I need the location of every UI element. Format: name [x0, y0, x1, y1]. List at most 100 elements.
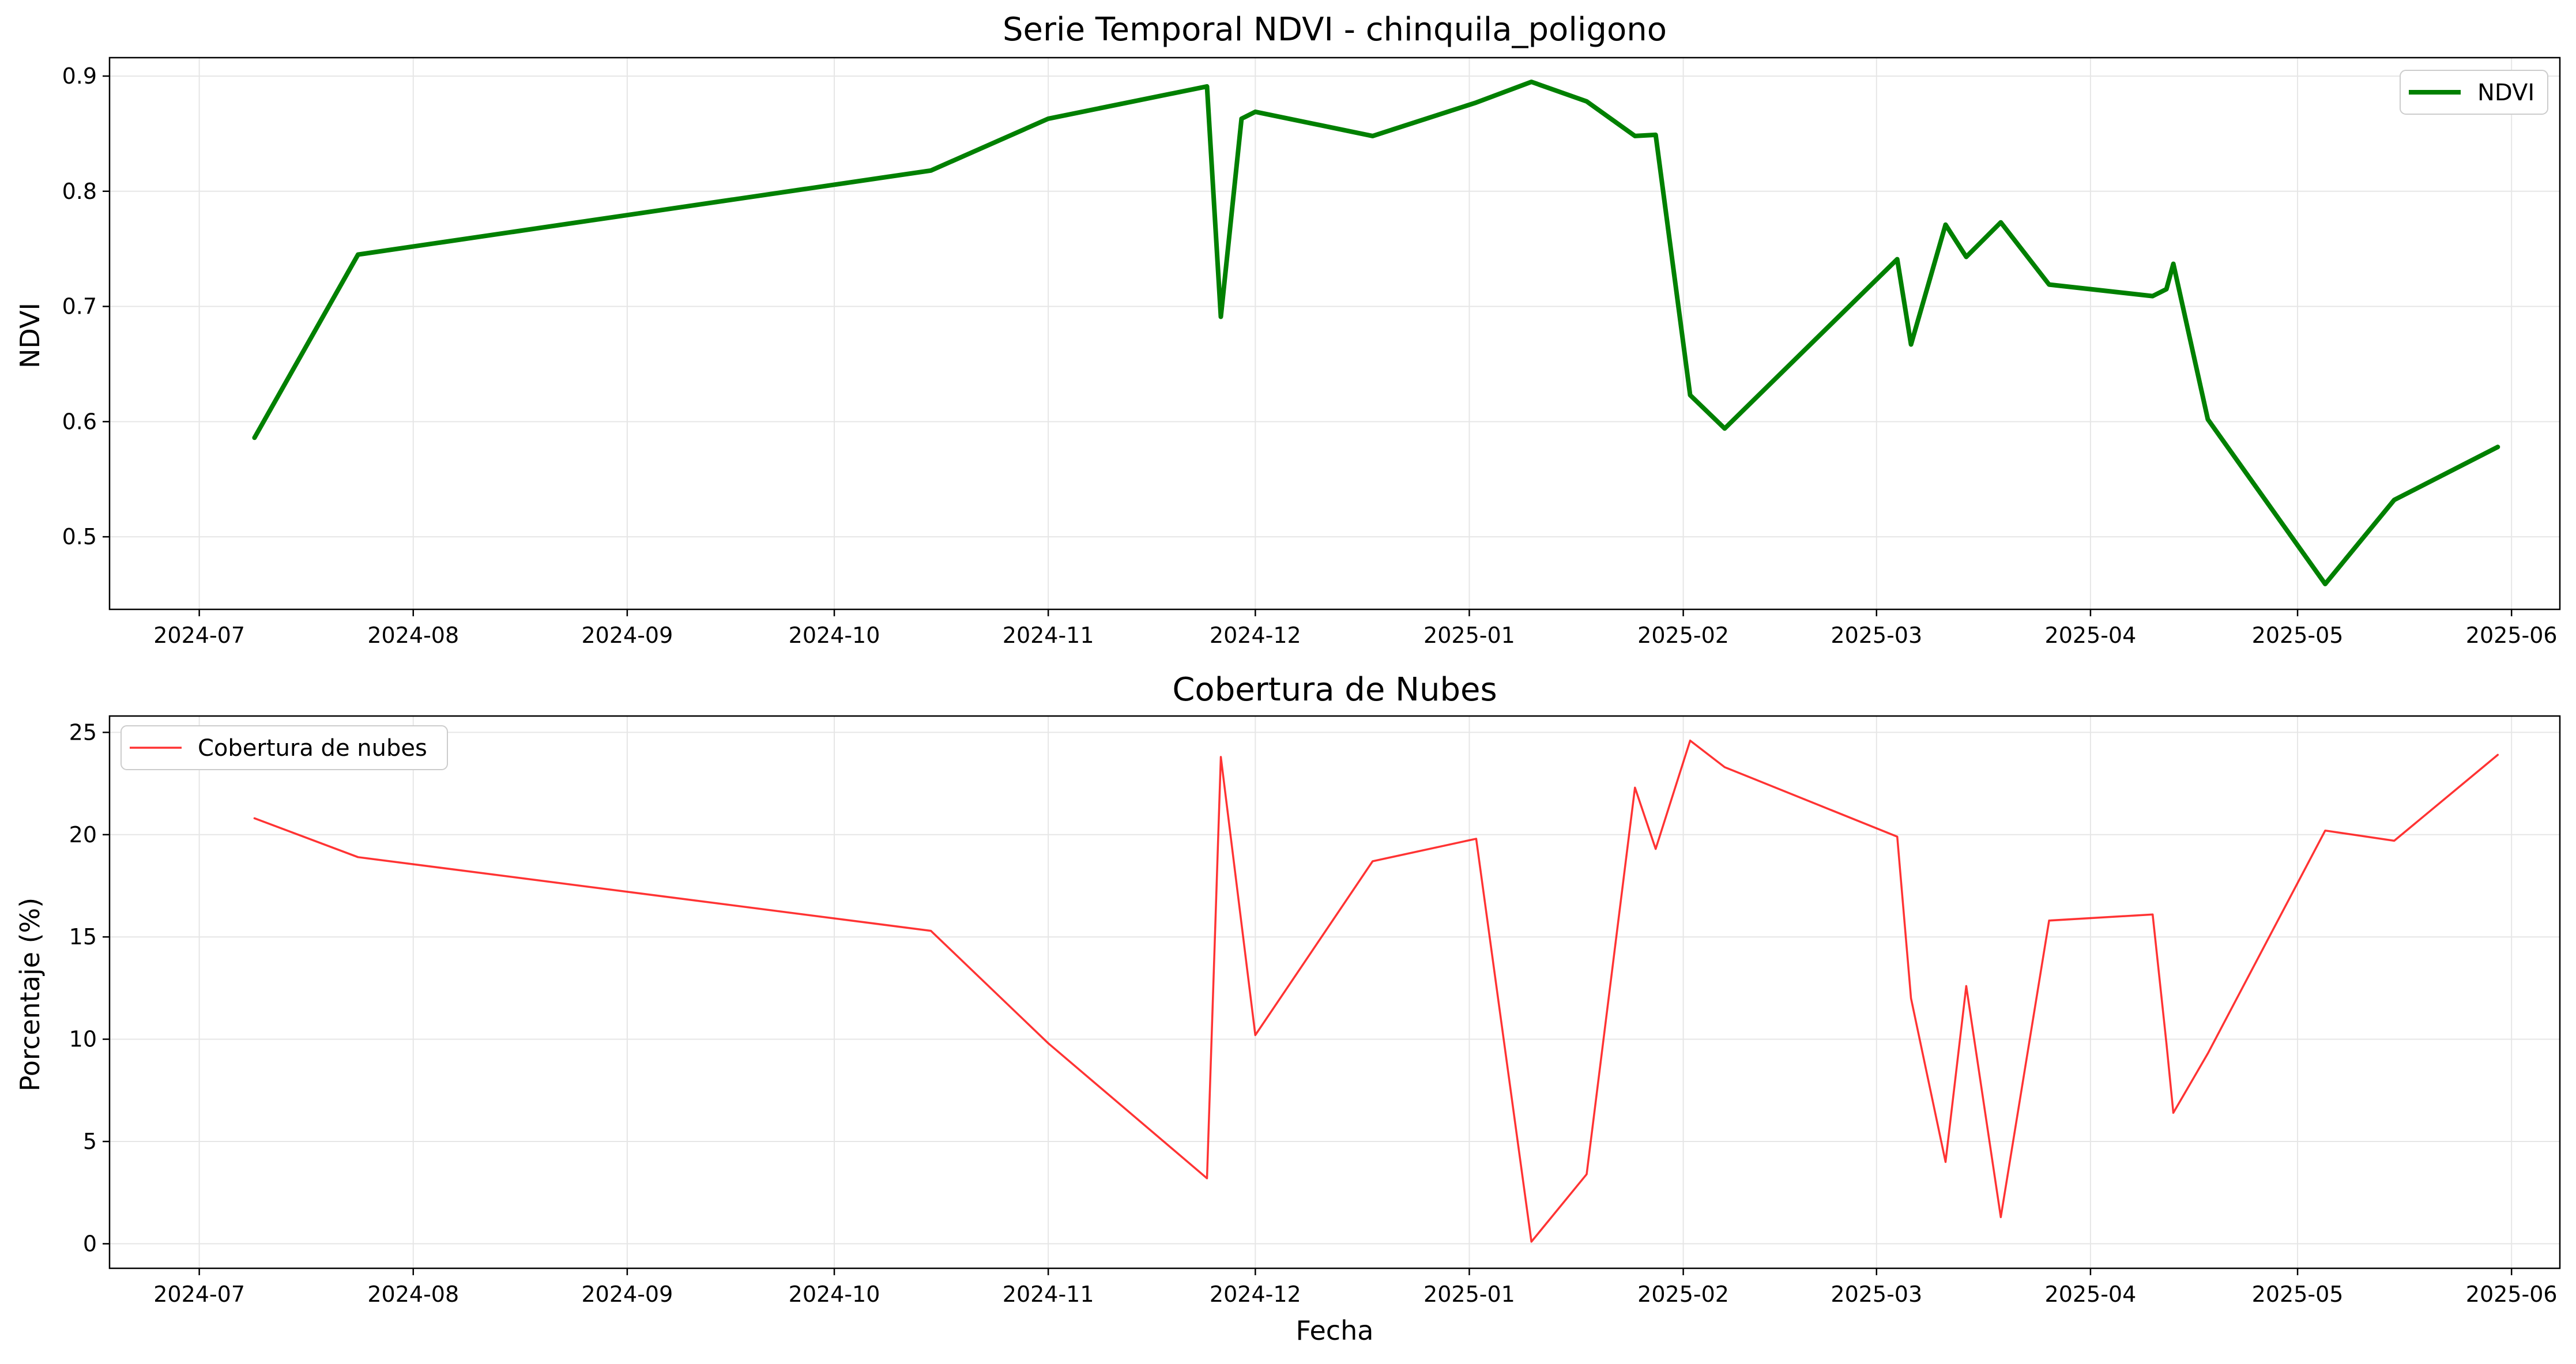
ndvi-data-point [2048, 284, 2050, 285]
cloud-data-point [2207, 1053, 2209, 1054]
cloud-y-tick-label: 5 [83, 1129, 97, 1154]
ndvi-data-point [1634, 135, 1636, 137]
cloud-y-ticks: 0 5 10 15 20 25 [69, 719, 110, 1256]
ndvi-data-point [2166, 288, 2167, 290]
ndvi-data-point [1372, 135, 1373, 137]
ndvi-chart-title: Serie Temporal NDVI - chinquila_poligono [1003, 11, 1667, 48]
cloud-legend-box [120, 725, 448, 770]
cloud-data-point [1965, 985, 1967, 987]
ndvi-x-tick-label: 2025-06 [2466, 623, 2558, 648]
ndvi-x-tick-label: 2024-08 [367, 623, 459, 648]
cloud-x-tick-label: 2024-12 [1210, 1282, 1301, 1307]
cloud-y-tick-label: 20 [69, 822, 97, 847]
cloud-x-tick-label: 2025-05 [2252, 1282, 2344, 1307]
cloud-data-point [1910, 997, 1912, 999]
cloud-x-tick-label: 2024-10 [789, 1282, 880, 1307]
cloud-data-point [1689, 740, 1691, 741]
cloud-data-point [2172, 1112, 2174, 1114]
cloud-data-point [1586, 1173, 1588, 1175]
ndvi-data-point [1241, 118, 1242, 119]
cloud-data-point [2048, 920, 2050, 921]
cloud-data-point [1475, 838, 1477, 839]
ndvi-data-point [1255, 111, 1256, 112]
cloud-legend: Cobertura de nubes [120, 725, 448, 770]
cloud-x-tick-label: 2024-08 [367, 1282, 459, 1307]
cloud-chart-title: Cobertura de Nubes [1172, 671, 1497, 709]
ndvi-y-axis-label: NDVI [14, 303, 46, 368]
ndvi-data-point [2000, 221, 2002, 223]
cloud-data-point [1896, 836, 1898, 838]
cloud-data-point [1724, 766, 1726, 768]
ndvi-x-tick-label: 2025-01 [1423, 623, 1515, 648]
cloud-data-point [357, 856, 359, 858]
ndvi-data-point [2393, 499, 2395, 501]
ndvi-series-line [252, 80, 2500, 586]
ndvi-x-tick-label: 2025-04 [2045, 623, 2137, 648]
cloud-x-tick-label: 2024-07 [153, 1282, 245, 1307]
ndvi-data-point [2325, 583, 2326, 585]
ndvi-data-point [1220, 316, 1222, 318]
cloud-legend-label: Cobertura de nubes [198, 735, 427, 762]
ndvi-data-point [1475, 101, 1477, 103]
ndvi-x-tick-label: 2024-09 [581, 623, 673, 648]
ndvi-x-tick-label: 2024-10 [789, 623, 880, 648]
ndvi-data-point [2207, 419, 2209, 420]
ndvi-x-tick-label: 2024-07 [153, 623, 245, 648]
ndvi-y-tick-label: 0.9 [62, 63, 97, 89]
ndvi-series-layer [252, 80, 2500, 586]
ndvi-y-tick-label: 0.7 [62, 294, 97, 319]
ndvi-legend-box [2400, 70, 2548, 115]
cloud-data-point [254, 817, 255, 819]
cloud-x-ticks: 2024-07 2024-08 2024-09 2024-10 2024-11 2024-… [153, 1268, 2558, 1307]
cloud-data-point [1634, 787, 1636, 789]
cloud-y-axis-label: Porcentaje (%) [14, 898, 46, 1091]
ndvi-data-point [1910, 344, 1912, 345]
cloud-series-layer [253, 739, 2499, 1243]
ndvi-y-tick-label: 0.5 [62, 524, 97, 549]
ndvi-data-point [2497, 446, 2499, 448]
cloud-x-tick-label: 2025-04 [2045, 1282, 2137, 1307]
ndvi-data-point [1724, 428, 1726, 429]
cloud-x-tick-label: 2024-11 [1003, 1282, 1094, 1307]
cloud-x-tick-label: 2025-02 [1637, 1282, 1729, 1307]
ndvi-x-tick-label: 2024-11 [1003, 623, 1094, 648]
ndvi-data-point [1586, 100, 1588, 102]
cloud-x-tick-label: 2025-03 [1831, 1282, 1922, 1307]
cloud-data-point [2393, 840, 2395, 842]
cloud-data-point [930, 930, 932, 932]
cloud-y-tick-label: 0 [83, 1231, 97, 1256]
ndvi-panel: 2024-07 2024-08 2024-09 2024-10 2024-11 2024-… [14, 11, 2561, 648]
cloud-x-axis-label: Fecha [1296, 1315, 1374, 1346]
cloud-data-point [2000, 1216, 2002, 1218]
cloud-x-tick-label: 2025-01 [1423, 1282, 1515, 1307]
ndvi-grid [110, 58, 2560, 609]
ndvi-data-point [1048, 118, 1049, 119]
ndvi-data-point [2172, 263, 2174, 265]
cloud-x-tick-label: 2024-09 [581, 1282, 673, 1307]
cloud-series-line [253, 739, 2499, 1243]
cloud-data-point [1655, 848, 1656, 850]
ndvi-x-tick-label: 2024-12 [1210, 623, 1301, 648]
cloud-data-point [1206, 1177, 1208, 1179]
ndvi-data-point [1945, 224, 1946, 225]
cloud-data-point [2325, 830, 2326, 831]
cloud-y-tick-label: 10 [69, 1027, 97, 1052]
ndvi-data-point [1531, 81, 1532, 83]
cloud-data-point [1255, 1034, 1256, 1036]
ndvi-x-tick-label: 2025-02 [1637, 623, 1729, 648]
ndvi-data-point [1206, 85, 1208, 87]
ndvi-legend-label: NDVI [2477, 80, 2534, 106]
ndvi-y-tick-label: 0.8 [62, 179, 97, 204]
ndvi-data-point [1965, 256, 1967, 258]
ndvi-data-point [357, 254, 359, 255]
ndvi-axes-frame [108, 56, 2561, 611]
cloud-data-point [2497, 754, 2499, 756]
cloud-y-tick-label: 25 [69, 719, 97, 745]
ndvi-data-point [254, 437, 255, 439]
cloud-grid [110, 716, 2560, 1268]
ndvi-x-tick-label: 2025-03 [1831, 623, 1922, 648]
ndvi-y-ticks: 0.5 0.6 0.7 0.8 0.9 [62, 63, 110, 549]
cloud-data-point [2152, 914, 2153, 915]
